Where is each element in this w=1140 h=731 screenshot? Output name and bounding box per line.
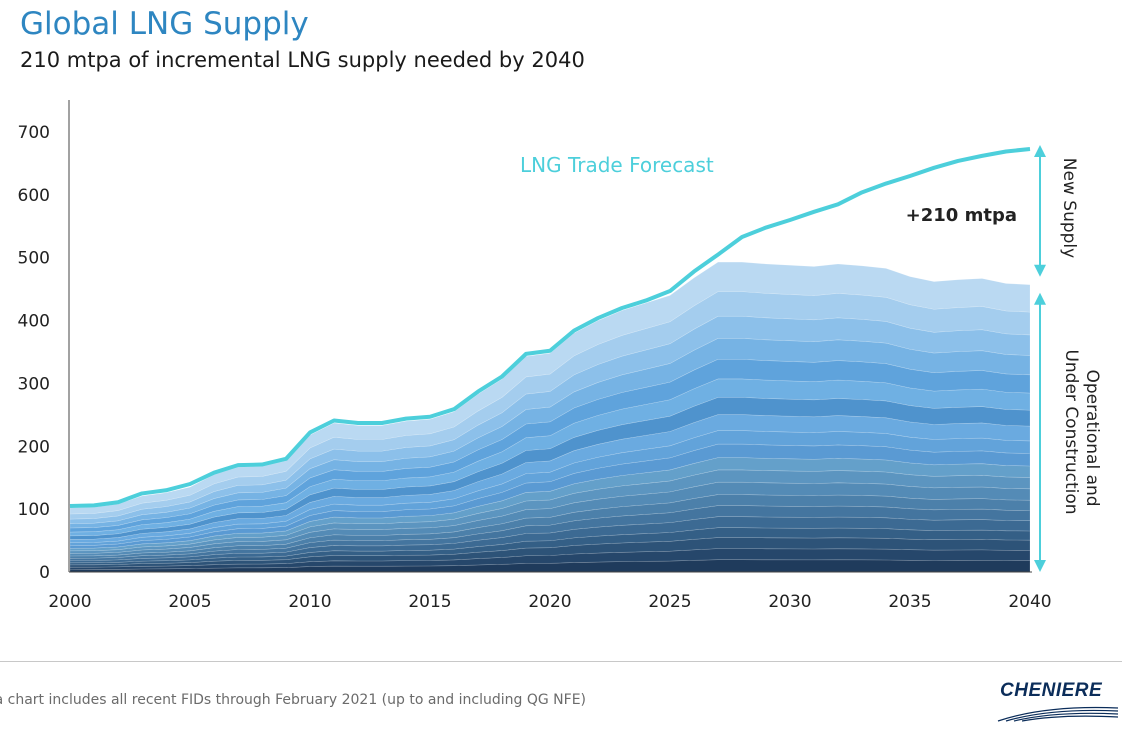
- x-tick-label-2025: 2025: [648, 592, 691, 612]
- supply-layer-14: [69, 397, 1031, 540]
- new-supply-label: New Supply: [1059, 158, 1079, 258]
- x-tick-label-2040: 2040: [1008, 592, 1051, 612]
- y-tick-label-700: 700: [18, 123, 50, 143]
- new-supply-arrow-head-down: [1034, 264, 1046, 277]
- new-supply-arrow-head-up: [1034, 144, 1046, 157]
- x-tick-label-2030: 2030: [768, 592, 811, 612]
- x-tick-label-2010: 2010: [288, 592, 331, 612]
- page-title: Global LNG Supply: [20, 6, 309, 42]
- operational-label-line2: Under Construction: [1061, 349, 1081, 514]
- x-tick-label-2000: 2000: [48, 592, 91, 612]
- lng-supply-chart: 0 100 200 300 400 500 600 700 2000 2005 2010 2015 20…: [18, 100, 1102, 612]
- supply-layer-2: [69, 548, 1031, 570]
- lng-trade-forecast-line: [69, 146, 1031, 508]
- footer-divider: [0, 661, 1122, 662]
- operational-arrow-head-up: [1034, 292, 1046, 305]
- y-tick-label-300: 300: [18, 374, 50, 394]
- forecast-series-label: LNG Trade Forecast: [520, 153, 714, 177]
- operational-label-line1: Operational and: [1082, 369, 1102, 506]
- logo-swoosh-icon: [997, 706, 1119, 722]
- x-tick-label-2035: 2035: [888, 592, 931, 612]
- logo-wordmark: CHENIERE: [1000, 680, 1103, 701]
- operational-arrow-head-down: [1034, 560, 1046, 572]
- x-tick-label-2005: 2005: [168, 592, 211, 612]
- y-tick-label-200: 200: [18, 437, 50, 457]
- x-tick-label-2020: 2020: [528, 592, 571, 612]
- y-tick-label-100: 100: [18, 500, 50, 520]
- new-supply-delta-label: +210 mtpa: [906, 205, 1017, 226]
- y-tick-label-600: 600: [18, 186, 50, 206]
- supply-layer-18: [69, 315, 1031, 524]
- supply-layer-7: [69, 494, 1031, 559]
- y-tick-label-0: 0: [39, 563, 50, 583]
- y-tick-label-500: 500: [18, 249, 50, 269]
- supply-layer-8: [69, 481, 1031, 557]
- footnote: ea chart includes all recent FIDs throug…: [0, 692, 587, 708]
- x-tick-label-2015: 2015: [408, 592, 451, 612]
- cheniere-logo: CHENIERE: [996, 680, 1124, 722]
- supply-layer-20: [69, 261, 1031, 515]
- page-subtitle: 210 mtpa of incremental LNG supply neede…: [20, 48, 585, 72]
- y-tick-label-400: 400: [18, 312, 50, 332]
